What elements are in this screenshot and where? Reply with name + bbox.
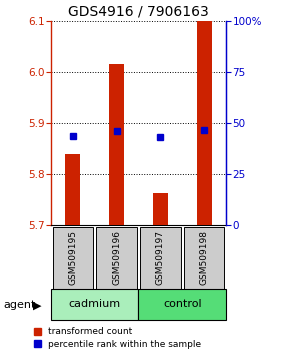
FancyBboxPatch shape [51, 289, 139, 320]
FancyBboxPatch shape [139, 289, 226, 320]
Legend: transformed count, percentile rank within the sample: transformed count, percentile rank withi… [34, 327, 201, 349]
Bar [109, 64, 124, 225]
Text: GSM509198: GSM509198 [200, 230, 209, 285]
Text: GSM509197: GSM509197 [156, 230, 165, 285]
Text: ▶: ▶ [33, 300, 42, 310]
FancyBboxPatch shape [96, 227, 137, 289]
FancyBboxPatch shape [52, 227, 93, 289]
Title: GDS4916 / 7906163: GDS4916 / 7906163 [68, 5, 209, 19]
Text: control: control [163, 299, 202, 309]
FancyBboxPatch shape [140, 227, 181, 289]
Text: GSM509196: GSM509196 [112, 230, 121, 285]
Text: cadmium: cadmium [68, 299, 121, 309]
FancyBboxPatch shape [184, 227, 224, 289]
Text: agent: agent [3, 300, 35, 310]
Bar [197, 21, 212, 225]
Bar [65, 154, 80, 225]
Bar [153, 193, 168, 225]
Text: GSM509195: GSM509195 [68, 230, 77, 285]
